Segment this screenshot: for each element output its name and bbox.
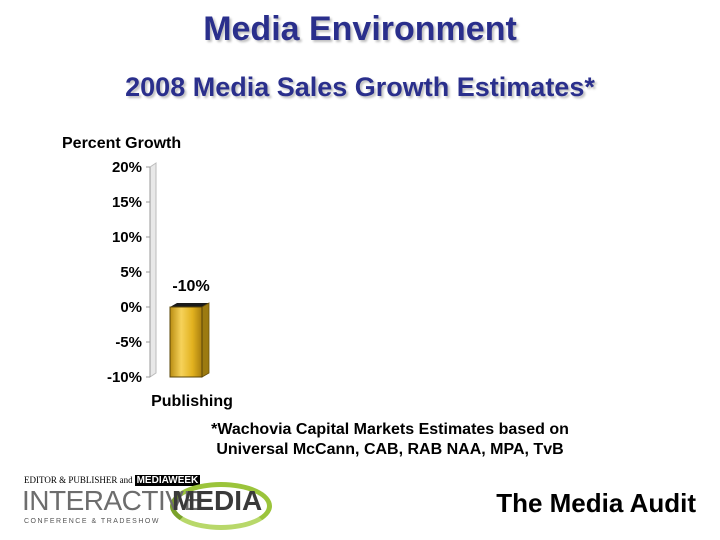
y-axis-label: Percent Growth bbox=[62, 135, 181, 152]
y-tick-label: -10% bbox=[107, 369, 142, 386]
logo-media-text: MEDIA bbox=[172, 485, 263, 516]
bar-top-face bbox=[170, 303, 209, 307]
brand-name: The Media Audit bbox=[496, 488, 696, 518]
logo-publisher-line: EDITOR & PUBLISHER and MEDIAWEEK bbox=[24, 475, 201, 486]
logo-swoosh-icon bbox=[170, 482, 272, 530]
y-tick-label: 10% bbox=[112, 229, 142, 246]
category-label: Publishing bbox=[151, 393, 233, 410]
y-tick-label: 5% bbox=[120, 264, 142, 281]
y-axis-wall bbox=[149, 162, 157, 378]
logo-mediaweek-text: MEDIAWEEK bbox=[134, 475, 201, 486]
logo-interactive-text: INTERACTIVE bbox=[22, 485, 202, 516]
logo-conference-text: CONFERENCE & TRADESHOW bbox=[24, 518, 160, 525]
chart-footnote: *Wachovia Capital Markets Estimates base… bbox=[180, 420, 600, 460]
y-tick-label: 15% bbox=[112, 194, 142, 211]
logo-publisher-text: EDITOR & PUBLISHER and bbox=[24, 475, 133, 485]
page-subtitle: 2008 Media Sales Growth Estimates* bbox=[125, 72, 595, 102]
y-tick-label: -5% bbox=[115, 334, 142, 351]
y-tick-label: 0% bbox=[120, 299, 142, 316]
footnote-line-2: Universal McCann, CAB, RAB NAA, MPA, TvB bbox=[216, 441, 564, 458]
bar-side-face bbox=[201, 302, 210, 378]
bar-publishing bbox=[169, 306, 203, 378]
footnote-line-1: *Wachovia Capital Markets Estimates base… bbox=[211, 421, 569, 438]
data-label: -10% bbox=[172, 278, 209, 295]
interactive-media-logo: EDITOR & PUBLISHER and MEDIAWEEK INTERACT… bbox=[22, 474, 272, 530]
y-tick-label: 20% bbox=[112, 159, 142, 176]
page-title: Media Environment bbox=[203, 10, 517, 48]
